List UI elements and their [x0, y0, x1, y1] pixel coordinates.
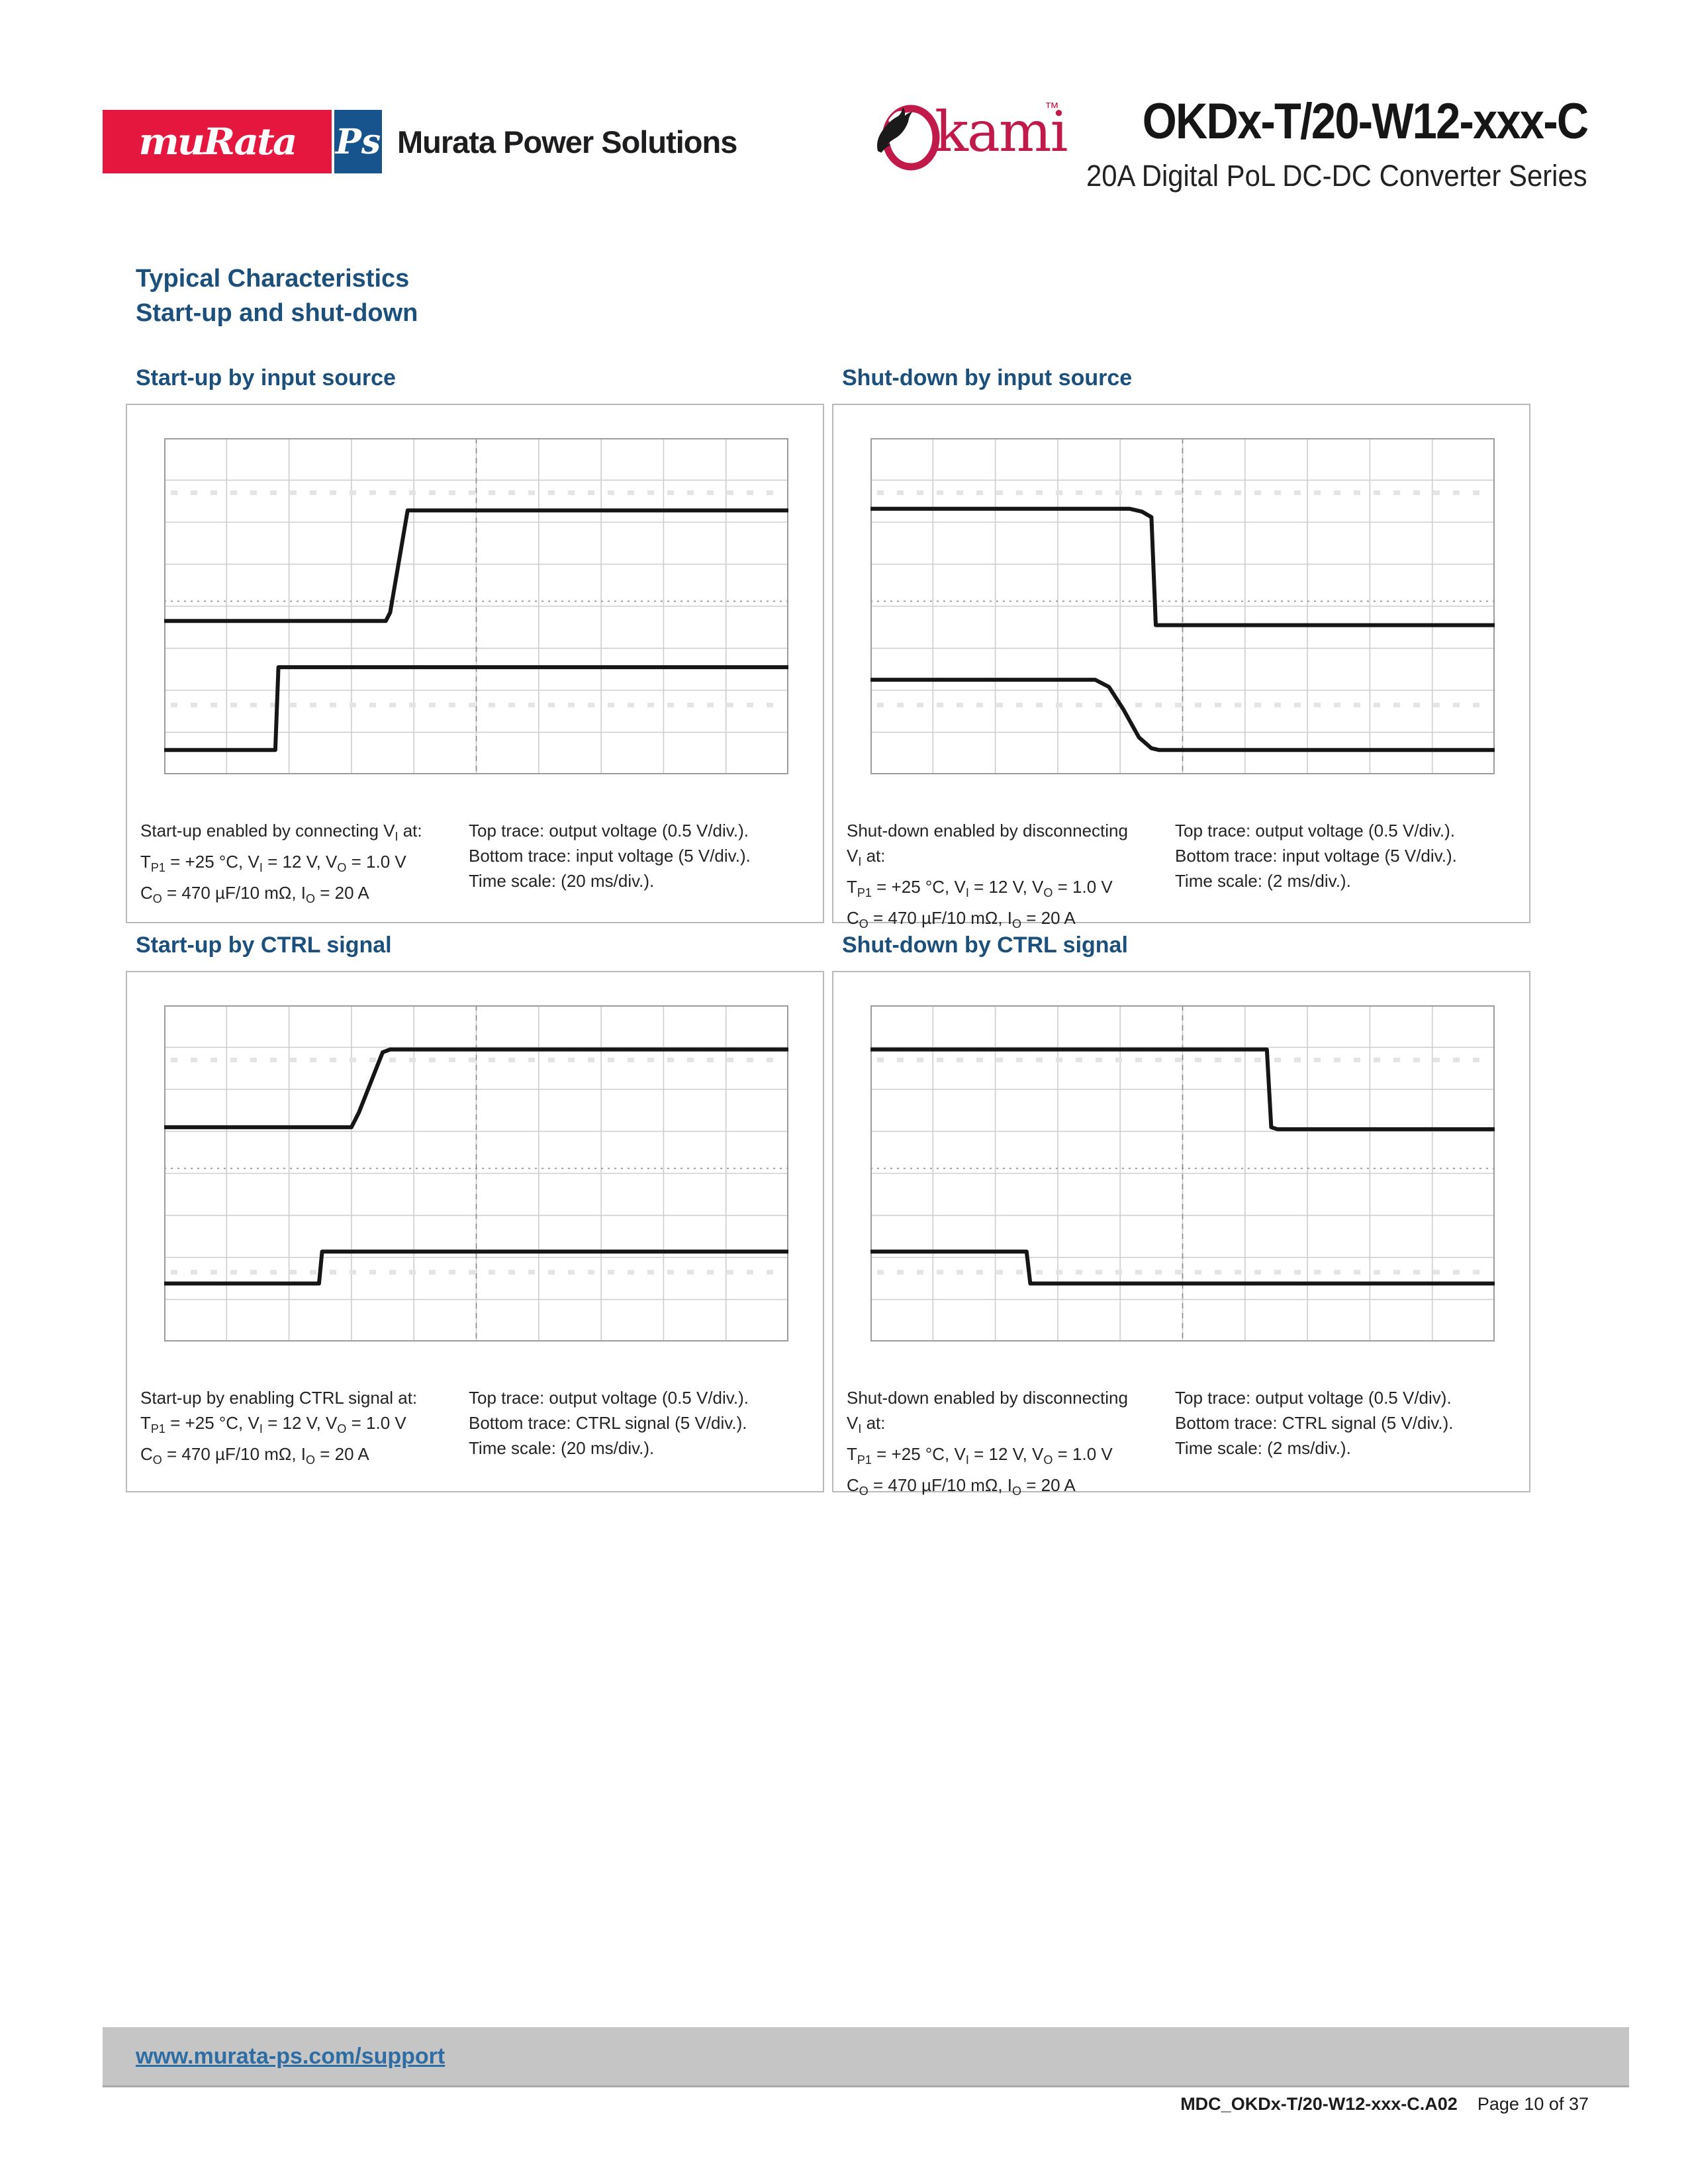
panel-title-startup-ctrl: Start-up by CTRL signal [136, 933, 392, 958]
okami-trademark: ™ [1045, 99, 1059, 116]
trace-top [868, 1047, 1497, 1132]
okami-brand-text: kami [935, 99, 1068, 164]
okami-wolf-icon [877, 105, 940, 171]
panel-title-startup-input: Start-up by input source [136, 365, 396, 390]
doc-reference: MDC_OKDx-T/20-W12-xxx-C.A02 Page 10 of 3… [1180, 2094, 1589, 2115]
scope-graticule [868, 438, 1497, 774]
caption-conditions: Start-up by enabling CTRL signal at: TP1 … [140, 1388, 418, 1467]
trace-bottom [162, 1250, 790, 1286]
panel-title-shutdown-input: Shut-down by input source [842, 365, 1133, 390]
scope-plot [162, 438, 790, 774]
scope-panel-shutdown-input: Shut-down enabled by disconnecting VI at:… [832, 404, 1530, 931]
series-subtitle: 20A Digital PoL DC-DC Converter Series [1086, 159, 1587, 193]
footer-bar: www.murata-ps.com/support [103, 2027, 1629, 2087]
caption-traces: Top trace: output voltage (0.5 V/div). Bo… [1175, 1388, 1454, 1458]
murata-logo-text: muRata [138, 120, 297, 163]
scope-graticule [162, 438, 790, 774]
ps-logo-text: Ps [335, 121, 381, 162]
doc-number: MDC_OKDx-T/20-W12-xxx-C.A02 [1180, 2094, 1458, 2114]
trace-top [162, 508, 790, 623]
support-link[interactable]: www.murata-ps.com/support [136, 2043, 445, 2069]
page-number: Page 10 of 37 [1477, 2094, 1589, 2114]
scope-panel-shutdown-ctrl: Shut-down enabled by disconnecting VI at:… [832, 971, 1530, 1498]
trace-top [868, 506, 1497, 627]
caption-conditions: Start-up enabled by connecting VI at: TP1… [140, 821, 422, 906]
scope-panel-startup-input: Start-up enabled by connecting VI at: TP1… [126, 404, 824, 923]
trace-bottom [868, 678, 1497, 752]
caption-traces: Top trace: output voltage (0.5 V/div.). B… [469, 1388, 749, 1458]
scope-plot [162, 1005, 790, 1342]
caption-traces: Top trace: output voltage (0.5 V/div.). B… [1175, 821, 1457, 891]
caption-traces: Top trace: output voltage (0.5 V/div.). B… [469, 821, 751, 891]
trace-top [162, 1047, 790, 1130]
scope-plot [868, 438, 1497, 774]
scope-panel-startup-ctrl: Start-up by enabling CTRL signal at: TP1 … [126, 971, 824, 1492]
scope-graticule [868, 1005, 1497, 1342]
section-heading-line1: Typical Characteristics [136, 265, 410, 293]
trace-bottom [868, 1250, 1497, 1286]
ps-logo: Ps [334, 110, 382, 173]
section-heading: Typical Characteristics Start-up and shu… [136, 261, 418, 330]
murata-logo: muRata [103, 110, 332, 173]
caption-conditions: Shut-down enabled by disconnecting VI at:… [847, 1388, 1128, 1498]
section-heading-line2: Start-up and shut-down [136, 299, 418, 327]
scope-graticule [162, 1005, 790, 1342]
trace-bottom [162, 665, 790, 752]
caption-conditions: Shut-down enabled by disconnecting VI at:… [847, 821, 1128, 931]
company-name: Murata Power Solutions [397, 124, 737, 159]
part-number: OKDx-T/20-W12-xxx-C [1142, 93, 1588, 150]
panel-title-shutdown-ctrl: Shut-down by CTRL signal [842, 933, 1128, 958]
scope-plot [868, 1005, 1497, 1342]
